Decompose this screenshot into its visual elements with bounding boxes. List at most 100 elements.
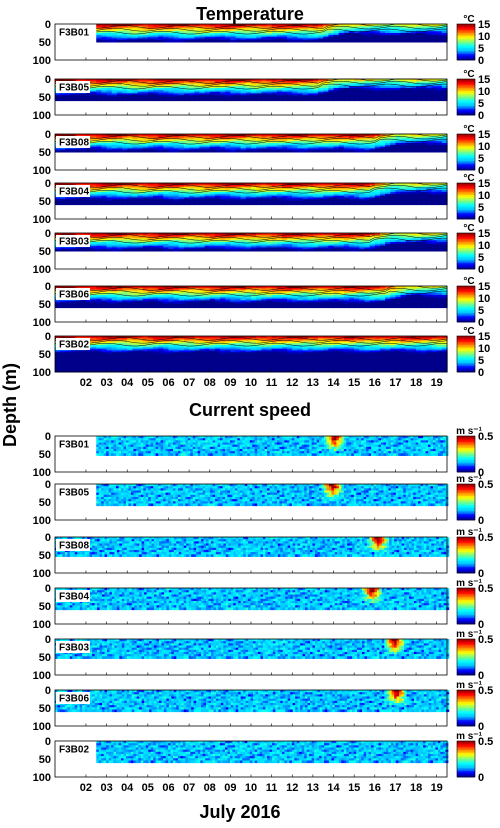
heatmap-cell (379, 79, 386, 82)
heatmap-cell (245, 82, 252, 85)
heatmap-cell (436, 34, 443, 38)
heatmap-cell (127, 33, 133, 36)
heatmap-cell (338, 93, 345, 96)
heatmap-cell (302, 98, 309, 102)
heatmap-cell (436, 202, 443, 206)
colorbar-unit: °C (463, 14, 474, 25)
heatmap-cell (101, 91, 108, 94)
heatmap-cell (431, 33, 438, 36)
heatmap-cell (214, 25, 221, 29)
heatmap-cell (168, 98, 175, 102)
heatmap-cell (235, 33, 242, 36)
heatmap-cell (359, 80, 366, 84)
colorbar-tick-label: 10 (478, 141, 490, 153)
heatmap-cell (333, 27, 340, 30)
heatmap-cell (204, 88, 211, 91)
heatmap-cell (158, 93, 164, 96)
heatmap-cell (220, 249, 226, 252)
heatmap-cell (111, 82, 118, 85)
heatmap-cell (96, 86, 103, 89)
heatmap-cell (359, 79, 366, 82)
heatmap-cell (354, 86, 360, 89)
heatmap-cell (421, 38, 427, 41)
heatmap-cell (132, 95, 139, 98)
colorbar-tick-label: 15 (478, 129, 490, 141)
heatmap-cell (338, 80, 345, 84)
heatmap-cell (111, 38, 118, 41)
heatmap-cell (111, 25, 118, 29)
heatmap-cell (287, 33, 293, 36)
heatmap-cell (271, 27, 278, 30)
heatmap-cell (153, 89, 159, 93)
heatmap-cell (225, 40, 231, 43)
heatmap-cell (189, 27, 195, 30)
heatmap-cell (91, 89, 97, 93)
heatmap-cell (333, 97, 340, 100)
heatmap-cell (116, 305, 123, 309)
heatmap-cell (426, 89, 433, 93)
heatmap-cell (297, 31, 304, 34)
heatmap-cell (385, 38, 391, 41)
heatmap-cell (235, 305, 242, 309)
heatmap-cell (333, 305, 340, 309)
heatmap-cell (436, 89, 443, 93)
heatmap-cell (431, 249, 438, 252)
heatmap-cell (385, 27, 391, 30)
heatmap-cell (251, 38, 257, 41)
heatmap-cell (364, 84, 371, 87)
heatmap-cell (338, 27, 345, 30)
heatmap-cell (111, 97, 118, 100)
heatmap-cell (431, 88, 438, 91)
heatmap-cell (209, 31, 216, 34)
heatmap-cell (204, 95, 211, 98)
heatmap-cell (101, 202, 108, 206)
heatmap-cell (147, 80, 154, 84)
heatmap-cell (75, 202, 82, 206)
heatmap-cell (256, 93, 262, 96)
heatmap-cell (173, 202, 180, 206)
heatmap-cell (343, 36, 350, 39)
heatmap-cell (441, 29, 448, 32)
heatmap-cell (338, 98, 345, 102)
heatmap-cell (410, 84, 417, 87)
heatmap-cell (287, 305, 293, 309)
heatmap-cell (359, 91, 366, 94)
heatmap-cell (147, 249, 154, 252)
heatmap-cell (405, 202, 412, 206)
heatmap-cell (436, 79, 443, 82)
heatmap-cell (209, 36, 216, 39)
heatmap-cell (158, 84, 164, 87)
heatmap-cell (359, 29, 366, 32)
heatmap-cell (214, 31, 221, 34)
heatmap-cell (312, 31, 319, 34)
heatmap-cell (395, 93, 402, 96)
heatmap-cell (194, 38, 201, 41)
colorbar-swatch (457, 85, 475, 87)
heatmap-cell (374, 24, 381, 27)
heatmap-cell (379, 24, 386, 27)
heatmap-cell (240, 84, 247, 87)
heatmap-cell (194, 25, 201, 29)
heatmap-cell (271, 25, 278, 29)
heatmap-cell (199, 40, 206, 43)
heatmap-cell (441, 91, 448, 94)
heatmap-cell (240, 93, 247, 96)
heatmap-cell (354, 97, 360, 100)
heatmap-cell (426, 31, 433, 34)
heatmap-cell (307, 150, 314, 153)
heatmap-cell (178, 38, 185, 41)
heatmap-cell (292, 33, 299, 36)
heatmap-cell (75, 150, 82, 153)
heatmap-cell (153, 84, 159, 87)
heatmap-cell (245, 93, 252, 96)
heatmap-cell (318, 150, 324, 153)
heatmap-cell (245, 27, 252, 30)
colorbar-tick-label: 0 (478, 55, 484, 67)
heatmap-cell (421, 249, 427, 252)
heatmap-cell (410, 33, 417, 36)
heatmap-cell (400, 36, 407, 39)
heatmap-cell (225, 93, 231, 96)
heatmap-cell (343, 40, 350, 43)
heatmap-cell (178, 97, 185, 100)
heatmap-cell (312, 24, 319, 27)
